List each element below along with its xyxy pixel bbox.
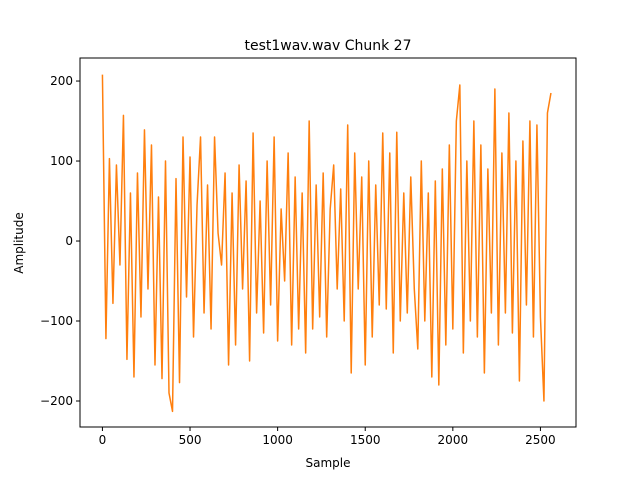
- y-axis-label: Amplitude: [12, 212, 26, 274]
- y-tick-label: −200: [40, 394, 73, 408]
- y-tick-label: −100: [40, 314, 73, 328]
- x-tick-label: 500: [179, 433, 202, 447]
- x-tick-label: 0: [99, 433, 107, 447]
- y-tick-label: 200: [50, 74, 73, 88]
- plot-frame: [79, 57, 577, 428]
- x-tick-label: 1000: [262, 433, 293, 447]
- chart-title: test1wav.wav Chunk 27: [244, 38, 411, 54]
- x-tick-label: 2000: [438, 433, 469, 447]
- x-axis-label: Sample: [306, 456, 351, 470]
- y-tick-label: 100: [50, 154, 73, 168]
- x-tick-label: 2500: [525, 433, 556, 447]
- y-tick-label: 0: [65, 234, 73, 248]
- signal-line: [101, 74, 552, 413]
- x-tick-label: 1500: [350, 433, 381, 447]
